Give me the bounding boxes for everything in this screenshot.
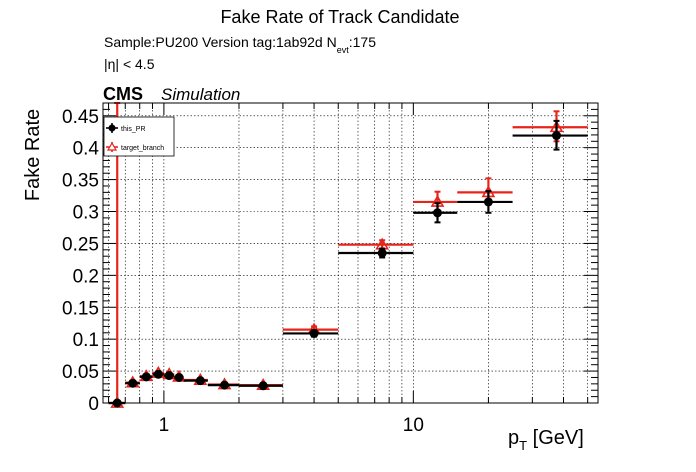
data-point-this_PR — [125, 378, 140, 388]
x-axis-title-main: p — [508, 427, 519, 449]
data-point-this_PR — [207, 380, 239, 390]
cms-label: CMS — [103, 84, 143, 104]
grid-lines — [103, 103, 598, 403]
y-tick-label: 0 — [88, 394, 99, 415]
data-point-this_PR — [139, 372, 153, 382]
sample-info-sub: evt — [337, 45, 350, 55]
marker-circle — [174, 372, 184, 382]
data-point-this_PR — [282, 328, 339, 338]
marker-circle — [309, 328, 319, 338]
data-point-this_PR — [338, 247, 414, 259]
y-tick-label: 0.4 — [73, 139, 100, 160]
axes: 1 10 0 0.05 0.1 0.15 0.2 0.25 0.3 0.35 0.4 0.45 — [62, 103, 598, 436]
y-axis-title: Fake Rate — [22, 109, 44, 201]
x-axis-title: pT [GeV] — [508, 427, 584, 453]
marker-circle — [153, 369, 163, 379]
y-tick-label: 0.1 — [73, 330, 99, 351]
marker-circle — [433, 208, 443, 218]
y-tick-label: 0.05 — [62, 362, 99, 383]
series-this_PR — [108, 119, 588, 408]
plot-frame — [102, 102, 599, 404]
y-tick-label: 0.25 — [62, 234, 99, 255]
marker-circle — [164, 371, 174, 381]
data-point-this_PR — [183, 376, 208, 386]
sample-info-prefix: Sample:PU200 Version tag:1ab92d N — [104, 34, 337, 50]
data-point-this_PR — [238, 381, 283, 391]
data-point-this_PR — [512, 119, 588, 151]
simulation-label: Simulation — [161, 85, 240, 104]
x-tick-label: 10 — [403, 415, 424, 436]
sample-info-suffix: :175 — [349, 34, 376, 50]
legend: this_PR target_branch — [103, 116, 175, 157]
y-tick-label: 0.3 — [73, 203, 99, 224]
marker-circle — [141, 372, 151, 382]
marker-circle — [483, 197, 493, 207]
data-series — [108, 102, 588, 408]
legend-entry-this_PR: this_PR — [106, 123, 146, 133]
y-tick-label: 0.2 — [73, 266, 99, 287]
eta-cut-label: |η| < 4.5 — [104, 56, 155, 72]
data-point-this_PR — [152, 369, 164, 379]
marker-circle — [128, 378, 138, 388]
legend-entry-target_branch: target_branch — [106, 141, 164, 152]
marker-circle — [258, 381, 268, 391]
marker-circle — [195, 376, 205, 386]
legend-label: this_PR — [121, 126, 146, 133]
sample-info-line: Sample:PU200 Version tag:1ab92d Nevt:175 — [104, 34, 376, 55]
legend-marker-triangle — [106, 141, 118, 151]
y-tick-label: 0.45 — [62, 107, 99, 128]
x-axis-title-sub: T — [519, 438, 527, 453]
x-tick-label: 1 — [159, 415, 170, 436]
marker-circle — [220, 380, 230, 390]
data-point-this_PR — [457, 190, 513, 214]
legend-marker-circle — [108, 124, 116, 132]
y-tick-label: 0.35 — [62, 171, 99, 192]
data-point-this_PR — [174, 372, 184, 382]
data-point-this_PR — [163, 371, 175, 381]
y-tick-label: 0.15 — [62, 298, 99, 319]
x-axis-title-unit: [GeV] — [527, 427, 584, 449]
marker-circle — [377, 248, 387, 258]
data-point-this_PR — [413, 202, 458, 224]
marker-circle — [552, 131, 562, 141]
chart-title: Fake Rate of Track Candidate — [220, 7, 459, 27]
legend-label: target_branch — [121, 145, 164, 152]
